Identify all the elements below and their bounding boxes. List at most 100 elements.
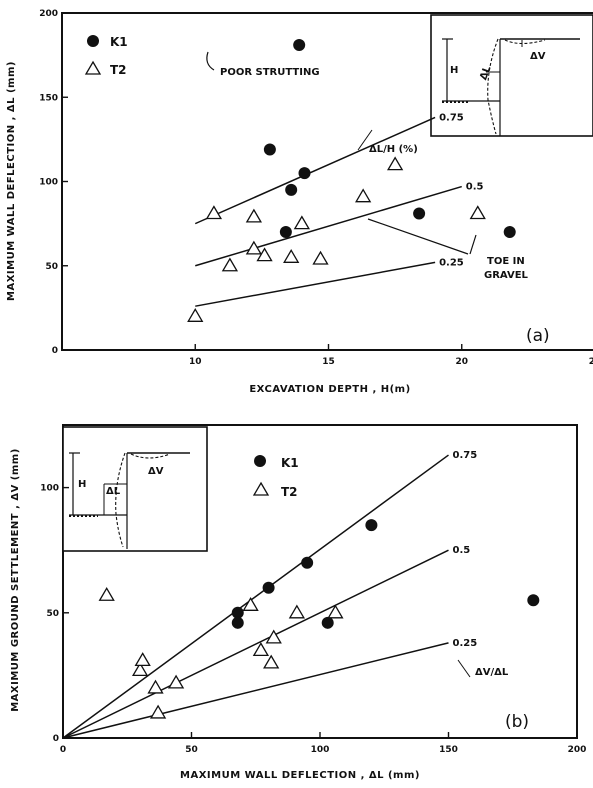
- k1-point: [527, 594, 540, 607]
- ratio-leader-b: [457, 659, 471, 678]
- t2-point: [147, 679, 164, 694]
- y-tick-label: 200: [39, 9, 58, 19]
- annotation-ratio-b: ΔV/ΔL: [475, 667, 509, 678]
- t2-point: [263, 654, 280, 669]
- toe-leader-1: [367, 218, 469, 255]
- t2-point: [98, 586, 115, 601]
- panel-label-a: (a): [526, 326, 550, 346]
- t2-point: [205, 205, 223, 220]
- t2-point: [149, 704, 167, 719]
- inset-label-dl-b: ΔL: [106, 486, 121, 497]
- k1-point: [321, 616, 334, 629]
- y-tick-label: 100: [40, 484, 59, 494]
- k1-point: [413, 207, 426, 220]
- reference-line-label: 0.75: [439, 112, 464, 123]
- k1-point: [262, 581, 275, 594]
- t2-point: [327, 604, 344, 619]
- legend-b: K1 T2: [252, 455, 299, 499]
- y-tick-label: 100: [39, 178, 58, 188]
- reference-line: [195, 185, 462, 267]
- t2-point: [245, 208, 263, 223]
- t2-point: [245, 240, 263, 255]
- legend-k1-marker-a: [87, 35, 99, 47]
- reference-line: [62, 549, 449, 739]
- y-axis-label-a: MAXIMUM WALL DEFLECTION , ΔL (mm): [6, 61, 17, 301]
- legend-t2-label-a: T2: [110, 63, 127, 77]
- x-tick-label: 25: [589, 357, 593, 367]
- reference-line: [62, 642, 449, 739]
- y-tick-label: 0: [53, 734, 59, 744]
- toe-leader-2: [469, 234, 477, 255]
- ticks-b: 0 50 100 150 200 0 50 100: [40, 484, 586, 755]
- x-tick-label: 0: [60, 745, 66, 755]
- line-labels-b: 0.75 0.5 0.25: [453, 450, 478, 649]
- t2-point: [355, 188, 372, 203]
- x-tick-label: 15: [322, 357, 335, 367]
- t2-point: [288, 604, 306, 619]
- panel-a: H ΔL ΔV 10 15 20 25 0 50 100 150 200 0.75 0.5 0.25…: [6, 9, 593, 395]
- reference-line-label: 0.5: [466, 182, 484, 193]
- panel-b: H ΔL ΔV 0 50 100 150 200 0 50 100 0.75 0.5 0.25 K…: [10, 424, 586, 781]
- y-tick-label: 0: [52, 346, 58, 356]
- legend-t2-marker-b: [252, 481, 270, 496]
- k1-point: [231, 616, 244, 629]
- reference-line-label: 0.5: [453, 545, 471, 556]
- y-tick-label: 50: [45, 262, 58, 272]
- panel-label-b: (b): [505, 712, 529, 732]
- legend-a: K1 T2: [84, 35, 128, 77]
- k1-point: [279, 226, 292, 239]
- inset-label-dl-a: ΔL: [478, 64, 493, 82]
- t2-point: [386, 156, 404, 171]
- legend-t2-label-b: T2: [281, 485, 298, 499]
- x-tick-label: 200: [568, 745, 587, 755]
- y-axis-label-b: MAXIMUM GROUND SETTLEMENT , ΔV (mm): [10, 448, 21, 712]
- reference-line-label: 0.25: [439, 257, 464, 268]
- t2-point: [134, 652, 151, 667]
- x-tick-label: 100: [311, 745, 330, 755]
- k1-point: [263, 143, 276, 156]
- x-tick-label: 10: [189, 357, 202, 367]
- x-tick-label: 150: [439, 745, 458, 755]
- legend-k1-marker-b: [254, 455, 266, 467]
- t2-point: [131, 662, 149, 677]
- points-b: [98, 519, 540, 719]
- t2-point: [469, 205, 486, 220]
- reference-line: [62, 454, 449, 739]
- reference-line: [195, 261, 436, 307]
- inset-label-h-b: H: [78, 479, 86, 490]
- legend-k1-label-a: K1: [110, 35, 128, 49]
- reference-line-label: 0.25: [453, 638, 478, 649]
- k1-point: [298, 167, 311, 180]
- k1-point: [503, 226, 516, 239]
- t2-point: [293, 215, 310, 230]
- legend-k1-label-b: K1: [281, 456, 299, 470]
- t2-point: [167, 674, 185, 689]
- k1-point: [231, 606, 244, 619]
- annotation-toe-in: TOE IN: [487, 256, 525, 267]
- x-tick-label: 20: [455, 357, 468, 367]
- points-a: [187, 39, 516, 322]
- reference-line-label: 0.75: [453, 450, 478, 461]
- annotation-poor-strutting: POOR STRUTTING: [220, 67, 320, 78]
- x-axis-label-a: EXCAVATION DEPTH , H(m): [249, 384, 410, 395]
- x-tick-label: 50: [185, 745, 198, 755]
- k1-point: [301, 556, 314, 569]
- k1-point: [285, 183, 298, 196]
- legend-t2-marker-a: [84, 60, 102, 75]
- k1-point: [293, 39, 306, 52]
- x-axis-label-b: MAXIMUM WALL DEFLECTION , ΔL (mm): [180, 770, 420, 781]
- line-labels-a: 0.75 0.5 0.25: [439, 112, 483, 268]
- t2-point: [187, 308, 204, 322]
- y-tick-label: 50: [46, 609, 59, 619]
- y-tick-label: 150: [39, 93, 58, 103]
- t2-point: [283, 249, 300, 263]
- inset-label-dv-a: ΔV: [530, 51, 546, 62]
- inset-label-dv-b: ΔV: [148, 466, 164, 477]
- inset-label-h-a: H: [450, 65, 458, 76]
- t2-point: [242, 596, 259, 611]
- annotation-ratio-a: ΔL/H (%): [369, 144, 418, 155]
- t2-point: [256, 247, 273, 262]
- reference-line: [194, 116, 436, 225]
- lines-a: [194, 116, 462, 307]
